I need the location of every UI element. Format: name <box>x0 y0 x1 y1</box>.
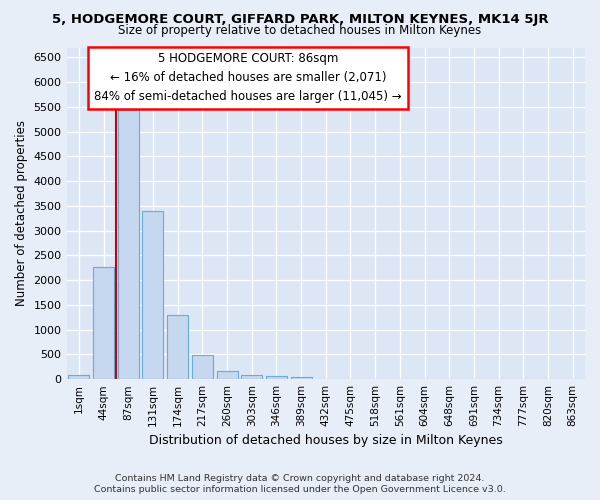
Text: Contains HM Land Registry data © Crown copyright and database right 2024.
Contai: Contains HM Land Registry data © Crown c… <box>94 474 506 494</box>
Bar <box>167 316 188 379</box>
Text: 5, HODGEMORE COURT, GIFFARD PARK, MILTON KEYNES, MK14 5JR: 5, HODGEMORE COURT, GIFFARD PARK, MILTON… <box>52 12 548 26</box>
Bar <box>142 212 163 379</box>
X-axis label: Distribution of detached houses by size in Milton Keynes: Distribution of detached houses by size … <box>149 434 503 448</box>
Bar <box>68 376 89 379</box>
Bar <box>93 267 114 379</box>
Bar <box>192 356 213 379</box>
Text: 5 HODGEMORE COURT: 86sqm
← 16% of detached houses are smaller (2,071)
84% of sem: 5 HODGEMORE COURT: 86sqm ← 16% of detach… <box>94 52 402 104</box>
Bar <box>217 371 238 379</box>
Y-axis label: Number of detached properties: Number of detached properties <box>15 120 28 306</box>
Bar <box>118 110 139 379</box>
Bar <box>266 376 287 379</box>
Bar <box>290 376 311 379</box>
Bar <box>241 374 262 379</box>
Text: Size of property relative to detached houses in Milton Keynes: Size of property relative to detached ho… <box>118 24 482 37</box>
